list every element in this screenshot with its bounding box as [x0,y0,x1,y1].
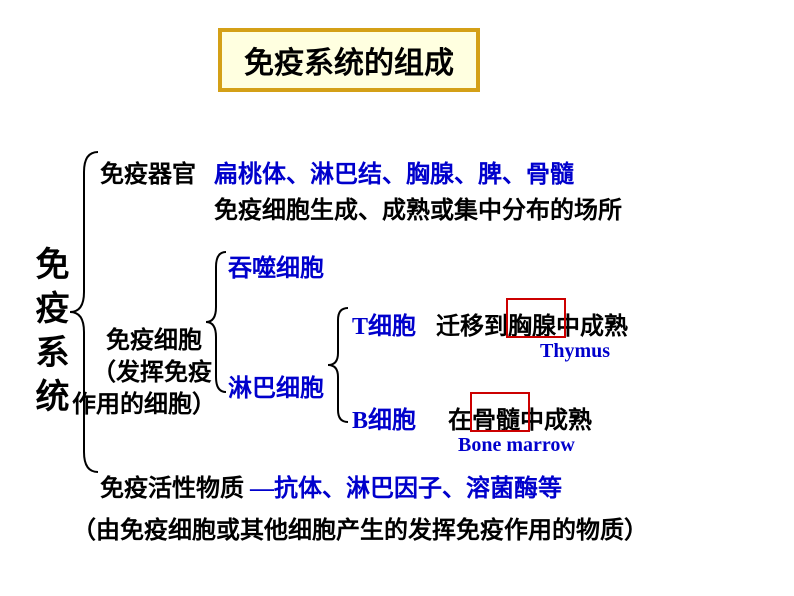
title-box: 免疫系统的组成 [218,28,480,92]
bracket-cells [206,252,228,392]
branch2-sub2: 淋巴细胞 [228,368,324,403]
branch1-label: 免疫器官 [100,154,196,189]
branch2-sub1: 吞噬细胞 [228,248,324,283]
root-label: 免疫系统 [24,246,73,422]
bracket-main [70,152,100,472]
title-text: 免疫系统的组成 [244,47,454,80]
branch2-label-l2: （发挥免疫 [92,352,212,387]
tcell: T细胞 [352,306,416,341]
branch2-label-l1: 免疫细胞 [106,320,202,355]
branch1-note: 免疫细胞生成、成熟或集中分布的场所 [214,190,622,225]
branch2-label-l3: 作用的细胞） [72,384,216,419]
bcell-en: Bone marrow [458,434,575,457]
branch3-items: —抗体、淋巴因子、溶菌酶等 [250,468,562,503]
bracket-lymph [328,308,350,422]
tcell-en: Thymus [540,340,610,363]
bcell-redbox [470,392,530,432]
branch3-label: 免疫活性物质 [100,468,244,503]
branch1-items: 扁桃体、淋巴结、胸腺、脾、骨髓 [214,154,574,189]
bcell: B细胞 [352,400,416,435]
branch3-note: （由免疫细胞或其他细胞产生的发挥免疫作用的物质） [72,510,648,545]
tcell-redbox [506,298,566,338]
